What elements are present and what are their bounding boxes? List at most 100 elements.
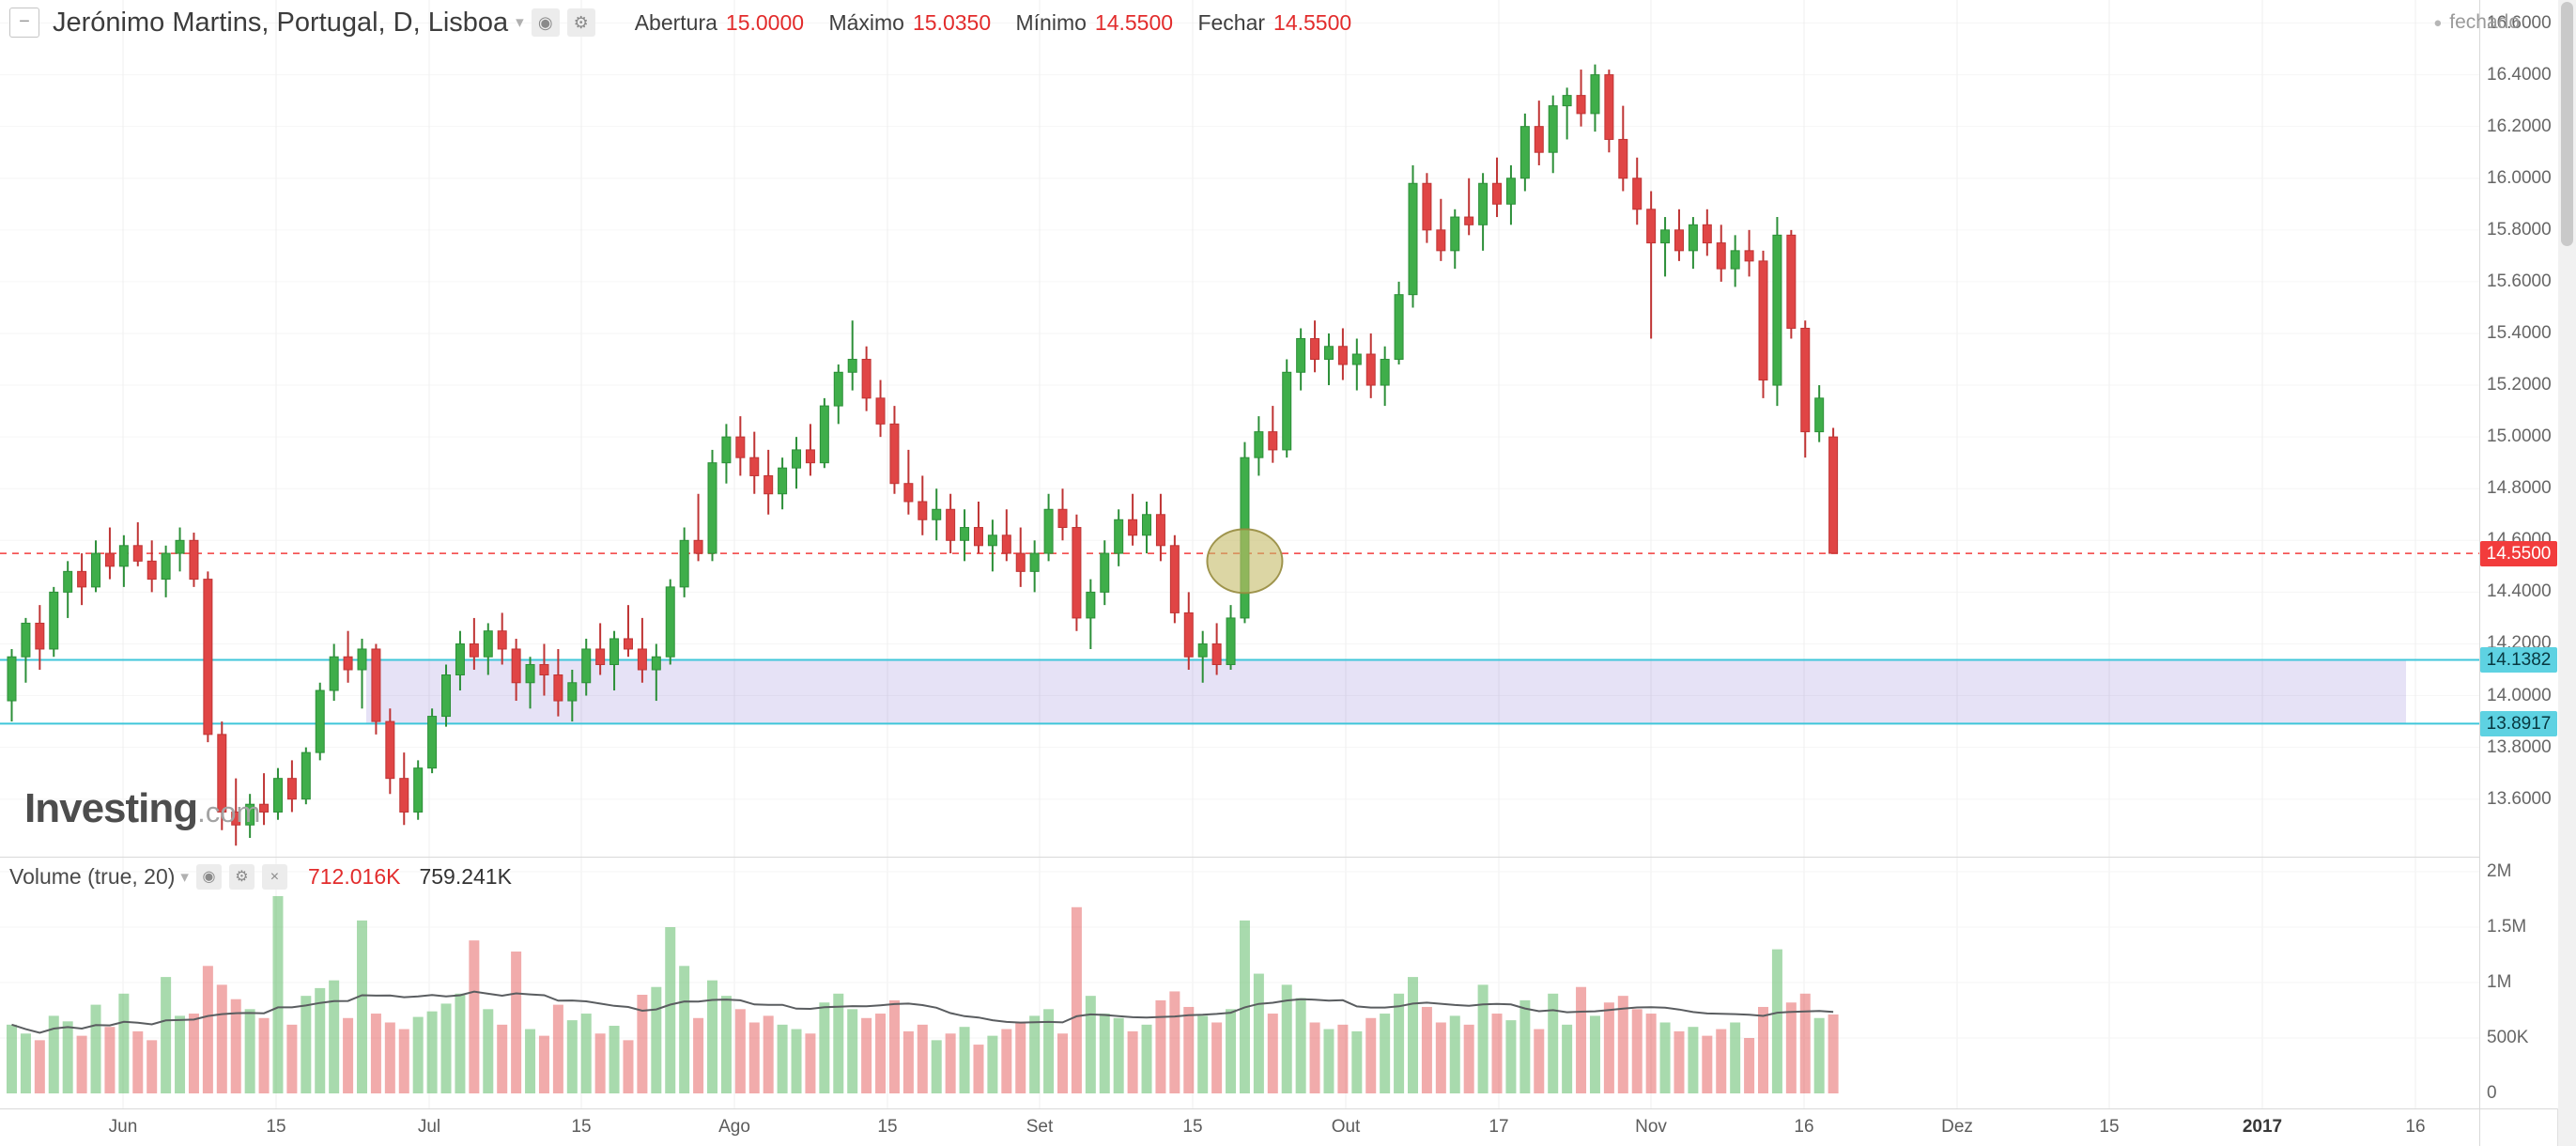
volume-bar[interactable] [301, 996, 312, 1093]
price-chart-canvas[interactable] [0, 0, 2479, 857]
candle-body[interactable] [286, 778, 297, 800]
volume-bar[interactable] [833, 993, 844, 1093]
volume-bar[interactable] [483, 1009, 494, 1093]
volume-bar[interactable] [1323, 1029, 1334, 1093]
candle-body[interactable] [301, 751, 311, 800]
volume-bar[interactable] [973, 1045, 984, 1093]
candle-body[interactable] [833, 371, 843, 407]
candle-body[interactable] [1548, 105, 1558, 153]
candle-body[interactable] [805, 449, 815, 464]
candle-body[interactable] [623, 638, 633, 650]
volume-bar[interactable] [286, 1024, 298, 1093]
candle-body[interactable] [960, 527, 970, 541]
candle-body[interactable] [272, 778, 283, 813]
volume-bar[interactable] [1085, 996, 1096, 1093]
volume-bar[interactable] [370, 1014, 381, 1093]
volume-bar[interactable] [34, 1040, 45, 1093]
volume-bar[interactable] [1674, 1030, 1685, 1093]
candle-body[interactable] [778, 467, 788, 495]
candle-body[interactable] [455, 643, 465, 676]
candle-body[interactable] [385, 720, 395, 780]
candle-body[interactable] [1618, 138, 1628, 179]
volume-bar[interactable] [637, 994, 648, 1093]
volume-bar[interactable] [819, 1002, 830, 1093]
volume-bar[interactable] [1141, 1024, 1152, 1093]
volume-bar[interactable] [1197, 1015, 1209, 1093]
volume-bar[interactable] [720, 996, 732, 1093]
volume-bar[interactable] [1744, 1038, 1755, 1093]
candle-body[interactable] [1576, 95, 1586, 115]
candle-body[interactable] [399, 778, 409, 813]
candle-body[interactable] [637, 648, 647, 671]
candle-body[interactable] [875, 397, 886, 425]
candle-body[interactable] [469, 643, 479, 658]
candle-body[interactable] [819, 405, 829, 464]
candle-body[interactable] [1646, 209, 1657, 244]
volume-bar[interactable] [175, 1015, 186, 1093]
candle-body[interactable] [1086, 591, 1096, 619]
candle-body[interactable] [132, 545, 143, 562]
candle-body[interactable] [1394, 294, 1404, 361]
candle-body[interactable] [1632, 178, 1643, 210]
candle-body[interactable] [1226, 617, 1236, 665]
candle-body[interactable] [1114, 519, 1124, 554]
candle-body[interactable] [1072, 527, 1082, 619]
volume-bar[interactable] [1295, 998, 1306, 1093]
candle-body[interactable] [932, 508, 942, 520]
volume-bar[interactable] [1029, 1015, 1041, 1093]
volume-bar[interactable] [566, 1020, 578, 1093]
volume-bar[interactable] [1071, 906, 1082, 1093]
chevron-down-icon[interactable]: ▾ [180, 867, 189, 886]
candle-body[interactable] [609, 638, 620, 665]
volume-bar[interactable] [469, 940, 480, 1093]
candle-body[interactable] [441, 674, 452, 718]
candle-body[interactable] [1562, 95, 1572, 107]
volume-bar[interactable] [258, 1017, 270, 1093]
candle-body[interactable] [1478, 182, 1489, 225]
candle-body[interactable] [861, 359, 872, 399]
price-axis[interactable]: 16.6000 16.4000 16.2000 16.0000 15.8000 15.60… [2480, 0, 2558, 1108]
candle-body[interactable] [1254, 431, 1264, 458]
volume-bar[interactable] [1617, 996, 1628, 1093]
candle-body[interactable] [539, 663, 549, 676]
volume-bar[interactable] [1113, 1017, 1124, 1093]
volume-bar[interactable] [230, 999, 241, 1093]
volume-bar[interactable] [580, 1014, 592, 1093]
candle-body[interactable] [1337, 346, 1348, 365]
volume-bar[interactable] [1562, 1024, 1573, 1093]
volume-bar[interactable] [1589, 1015, 1600, 1093]
candle-body[interactable] [1310, 337, 1320, 361]
candle-body[interactable] [245, 803, 255, 826]
volume-bar[interactable] [1477, 984, 1489, 1093]
volume-bar[interactable] [1099, 1014, 1110, 1093]
volume-bar[interactable] [777, 1024, 788, 1093]
volume-bar[interactable] [1702, 1035, 1713, 1093]
candle-body[interactable] [427, 716, 438, 769]
volume-bar[interactable] [343, 1017, 354, 1093]
candle-body[interactable] [203, 579, 213, 736]
candle-body[interactable] [1744, 250, 1754, 262]
volume-chart-canvas[interactable] [0, 857, 2479, 1108]
volume-bar[interactable] [945, 1033, 956, 1093]
candle-body[interactable] [679, 539, 689, 588]
volume-bar[interactable] [161, 977, 172, 1093]
volume-bar[interactable] [398, 1029, 409, 1093]
volume-bar[interactable] [1435, 1022, 1446, 1093]
time-axis[interactable]: Jun 15 Jul 15 Ago 15 Set 15 Out 17 Nov 16 Dez 15 2017 1… [0, 1109, 2480, 1146]
candle-body[interactable] [1702, 224, 1712, 244]
candle-body[interactable] [343, 656, 353, 671]
volume-bar[interactable] [594, 1033, 606, 1093]
candle-body[interactable] [1730, 250, 1740, 270]
candle-body[interactable] [1057, 508, 1068, 529]
volume-bar[interactable] [847, 1009, 858, 1093]
volume-bar[interactable] [1645, 1014, 1657, 1093]
volume-bar[interactable] [272, 895, 284, 1093]
candle-body[interactable] [413, 767, 424, 813]
candle-body[interactable] [147, 560, 157, 581]
candle-body[interactable] [7, 656, 17, 702]
volume-bar[interactable] [1421, 1006, 1432, 1093]
volume-bar[interactable] [861, 1017, 872, 1093]
volume-bar[interactable] [455, 993, 466, 1093]
volume-bar[interactable] [440, 1003, 452, 1093]
candle-body[interactable] [1505, 178, 1516, 205]
